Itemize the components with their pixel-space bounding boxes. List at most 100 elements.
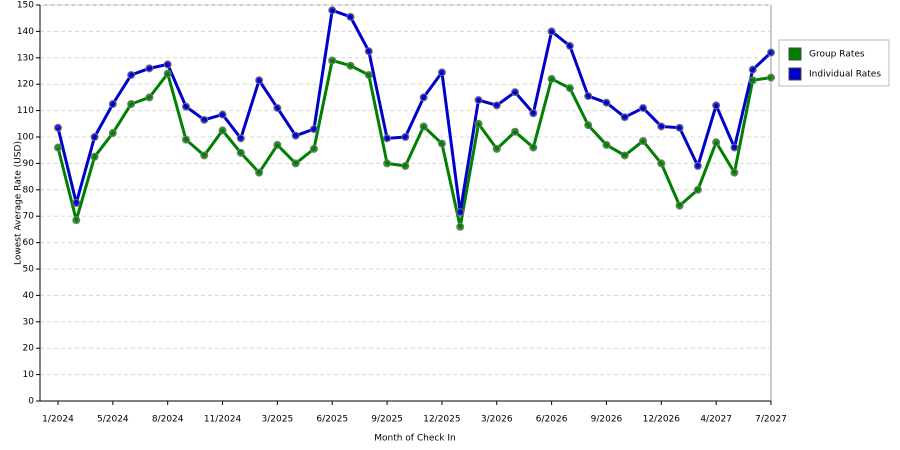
data-point xyxy=(511,127,520,136)
data-point xyxy=(712,138,721,147)
y-tick-label: 80 xyxy=(23,185,35,195)
x-tick-label: 6/2025 xyxy=(316,415,348,425)
x-tick-label: 9/2026 xyxy=(591,415,623,425)
y-tick-label: 90 xyxy=(23,159,35,169)
data-point xyxy=(90,133,99,141)
data-point xyxy=(584,121,593,130)
data-point xyxy=(620,151,629,160)
x-tick-label: 5/2024 xyxy=(97,415,129,425)
data-point xyxy=(693,185,702,194)
data-point xyxy=(639,103,648,112)
data-point xyxy=(383,159,392,168)
y-axis-title: Lowest Average Rate (USD) xyxy=(14,141,24,265)
data-point xyxy=(401,162,410,171)
y-tick-label: 10 xyxy=(23,370,35,380)
x-tick-label: 11/2024 xyxy=(204,415,242,425)
data-point xyxy=(346,12,355,21)
data-point xyxy=(492,144,501,153)
data-point xyxy=(547,74,556,83)
data-point xyxy=(419,93,428,102)
y-tick-label: 60 xyxy=(23,238,35,248)
x-tick-label: 9/2025 xyxy=(371,415,403,425)
x-tick-label: 7/2027 xyxy=(755,415,787,425)
data-point xyxy=(767,73,775,82)
data-point xyxy=(108,129,117,138)
data-point xyxy=(474,96,483,105)
y-tick-label: 110 xyxy=(17,106,34,116)
x-axis-title: Month of Check In xyxy=(374,434,456,444)
data-point xyxy=(291,131,300,140)
data-point xyxy=(108,100,117,108)
data-point xyxy=(218,126,227,135)
data-point xyxy=(767,48,775,57)
y-tick-label: 30 xyxy=(23,317,35,327)
y-tick-label: 130 xyxy=(17,53,34,63)
data-point xyxy=(181,135,190,144)
data-point xyxy=(492,101,501,110)
data-point xyxy=(602,98,611,107)
data-point xyxy=(620,113,629,122)
data-point xyxy=(328,56,337,65)
data-point xyxy=(273,103,282,112)
data-point xyxy=(163,69,172,78)
data-point xyxy=(145,64,154,73)
legend-label: Individual Rates xyxy=(809,70,881,80)
y-tick-label: 100 xyxy=(17,133,34,143)
data-point xyxy=(364,47,373,56)
data-point xyxy=(456,222,465,231)
data-point xyxy=(565,84,574,93)
y-tick-label: 20 xyxy=(23,344,35,354)
data-point xyxy=(236,134,245,143)
data-point xyxy=(730,168,739,177)
data-point xyxy=(639,136,648,145)
data-point xyxy=(54,123,62,132)
x-tick-label: 8/2024 xyxy=(152,415,184,425)
data-point xyxy=(309,144,318,153)
data-point xyxy=(273,140,282,149)
data-point xyxy=(364,70,373,79)
data-point xyxy=(54,143,62,152)
x-tick-label: 1/2024 xyxy=(42,415,74,425)
data-point xyxy=(456,208,465,217)
y-tick-label: 50 xyxy=(23,265,35,275)
data-point xyxy=(511,88,520,97)
data-point xyxy=(236,148,245,157)
data-point xyxy=(748,76,757,85)
data-point xyxy=(181,102,190,111)
data-point xyxy=(255,76,264,85)
data-point xyxy=(127,70,136,79)
x-tick-label: 12/2026 xyxy=(643,415,681,425)
x-tick-label: 4/2027 xyxy=(700,415,732,425)
y-tick-label: 120 xyxy=(17,80,34,90)
data-point xyxy=(218,110,227,119)
data-point xyxy=(401,133,410,141)
legend-swatch xyxy=(788,67,802,81)
data-point xyxy=(90,152,99,161)
data-point xyxy=(584,92,593,101)
y-tick-label: 0 xyxy=(28,397,34,407)
data-point xyxy=(200,151,209,160)
data-point xyxy=(419,122,428,131)
data-point xyxy=(730,143,739,152)
data-point xyxy=(163,60,172,69)
data-point xyxy=(255,168,264,177)
plot-area xyxy=(39,4,772,402)
series-line xyxy=(56,58,772,229)
legend-swatch xyxy=(788,47,802,61)
data-point xyxy=(675,123,684,132)
x-tick-label: 3/2025 xyxy=(262,415,294,425)
data-point xyxy=(291,159,300,168)
data-point xyxy=(127,100,136,108)
legend-label: Group Rates xyxy=(809,50,865,60)
data-point xyxy=(309,125,318,134)
data-point xyxy=(547,27,556,36)
data-point xyxy=(602,140,611,149)
data-point xyxy=(474,119,483,128)
data-point xyxy=(200,115,209,124)
data-point xyxy=(145,93,154,102)
data-point xyxy=(72,216,81,225)
data-point xyxy=(529,143,538,152)
data-point xyxy=(346,61,355,70)
data-point xyxy=(72,199,81,207)
